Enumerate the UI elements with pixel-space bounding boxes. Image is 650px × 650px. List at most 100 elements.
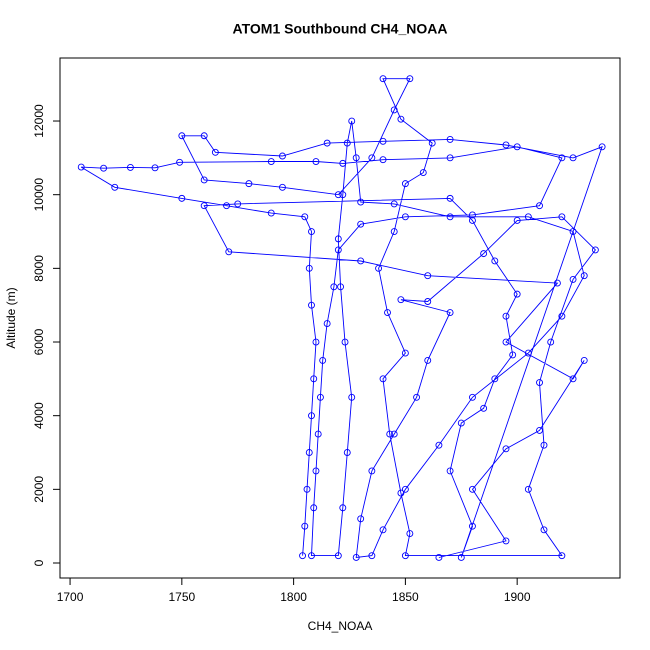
y-tick-label: 2000 — [32, 476, 46, 503]
data-point — [323, 320, 331, 328]
data-point — [413, 393, 421, 401]
data-point — [126, 163, 134, 171]
data-point — [357, 220, 365, 228]
data-point — [368, 552, 376, 560]
data-point — [457, 554, 465, 561]
data-point — [348, 393, 356, 401]
data-point — [312, 467, 320, 475]
data-point — [379, 156, 387, 164]
data-point — [502, 445, 510, 453]
data-point — [540, 441, 548, 449]
data-point — [278, 152, 286, 160]
data-point — [469, 393, 476, 401]
data-point — [319, 356, 327, 364]
data-point — [176, 158, 184, 166]
data-point — [200, 176, 208, 184]
data-point — [502, 537, 510, 545]
data-point — [536, 202, 543, 210]
data-point — [310, 375, 318, 383]
data-point — [558, 312, 566, 320]
data-point — [419, 169, 427, 177]
data-point — [513, 217, 521, 224]
data-point — [339, 191, 347, 199]
data-point — [357, 515, 365, 523]
data-point — [401, 349, 409, 357]
data-point — [558, 154, 566, 162]
data-point — [509, 351, 517, 359]
y-axis-label: Altitude (m) — [4, 287, 18, 348]
data-point — [469, 217, 476, 224]
data-point — [330, 283, 338, 291]
data-point — [343, 449, 351, 456]
data-point — [234, 200, 242, 208]
data-point — [303, 485, 311, 493]
data-point — [502, 338, 510, 346]
data-point — [502, 312, 510, 320]
data-point — [223, 202, 230, 210]
data-point — [343, 139, 351, 147]
data-point — [245, 180, 253, 188]
x-tick-label: 1900 — [504, 590, 531, 604]
data-point — [100, 164, 108, 172]
data-point — [334, 246, 342, 254]
data-point — [368, 154, 376, 162]
data-point — [312, 338, 320, 346]
data-point — [397, 296, 405, 304]
data-point — [111, 183, 119, 191]
data-point — [480, 250, 488, 258]
data-point — [524, 349, 532, 357]
data-point — [305, 264, 313, 272]
data-point — [446, 213, 454, 221]
data-point — [397, 115, 405, 123]
data-point — [446, 154, 454, 162]
data-point — [435, 441, 443, 449]
data-point — [267, 158, 275, 165]
data-point — [424, 272, 432, 280]
data-point — [524, 213, 532, 221]
data-point — [480, 404, 488, 412]
data-point — [151, 164, 159, 172]
data-point — [357, 257, 365, 265]
data-point — [569, 375, 577, 383]
data-point — [446, 135, 454, 143]
data-point — [301, 213, 309, 221]
data-point — [569, 228, 577, 235]
data-point — [386, 430, 394, 438]
data-point — [352, 154, 360, 162]
data-point — [446, 194, 454, 202]
x-tick-label: 1800 — [280, 590, 307, 604]
data-point — [469, 485, 476, 493]
data-point — [334, 235, 342, 243]
data-point — [491, 257, 499, 265]
data-point — [278, 183, 286, 191]
data-point — [553, 279, 561, 287]
data-point — [424, 298, 432, 305]
data-point — [513, 290, 521, 298]
data-point — [314, 430, 322, 438]
data-point — [406, 75, 414, 83]
data-point — [469, 211, 476, 219]
data-point — [536, 426, 543, 434]
data-point — [491, 375, 499, 383]
data-point — [435, 554, 443, 561]
data-point — [368, 467, 376, 475]
data-point — [513, 143, 521, 151]
x-tick-label: 1850 — [392, 590, 419, 604]
data-point — [591, 246, 599, 254]
data-point — [469, 522, 476, 530]
data-point — [524, 485, 532, 493]
y-tick-label: 0 — [32, 559, 46, 566]
data-point — [312, 158, 320, 165]
data-point — [580, 272, 588, 280]
data-point — [446, 309, 454, 316]
data-point — [334, 552, 342, 560]
data-point — [357, 198, 365, 206]
data-point — [379, 137, 387, 145]
data-point — [178, 194, 186, 202]
data-point — [375, 264, 383, 272]
data-point — [401, 485, 409, 493]
y-tick-label: 8000 — [32, 255, 46, 282]
data-point — [267, 209, 275, 217]
data-point — [316, 393, 324, 401]
y-tick-label: 10000 — [32, 178, 46, 212]
